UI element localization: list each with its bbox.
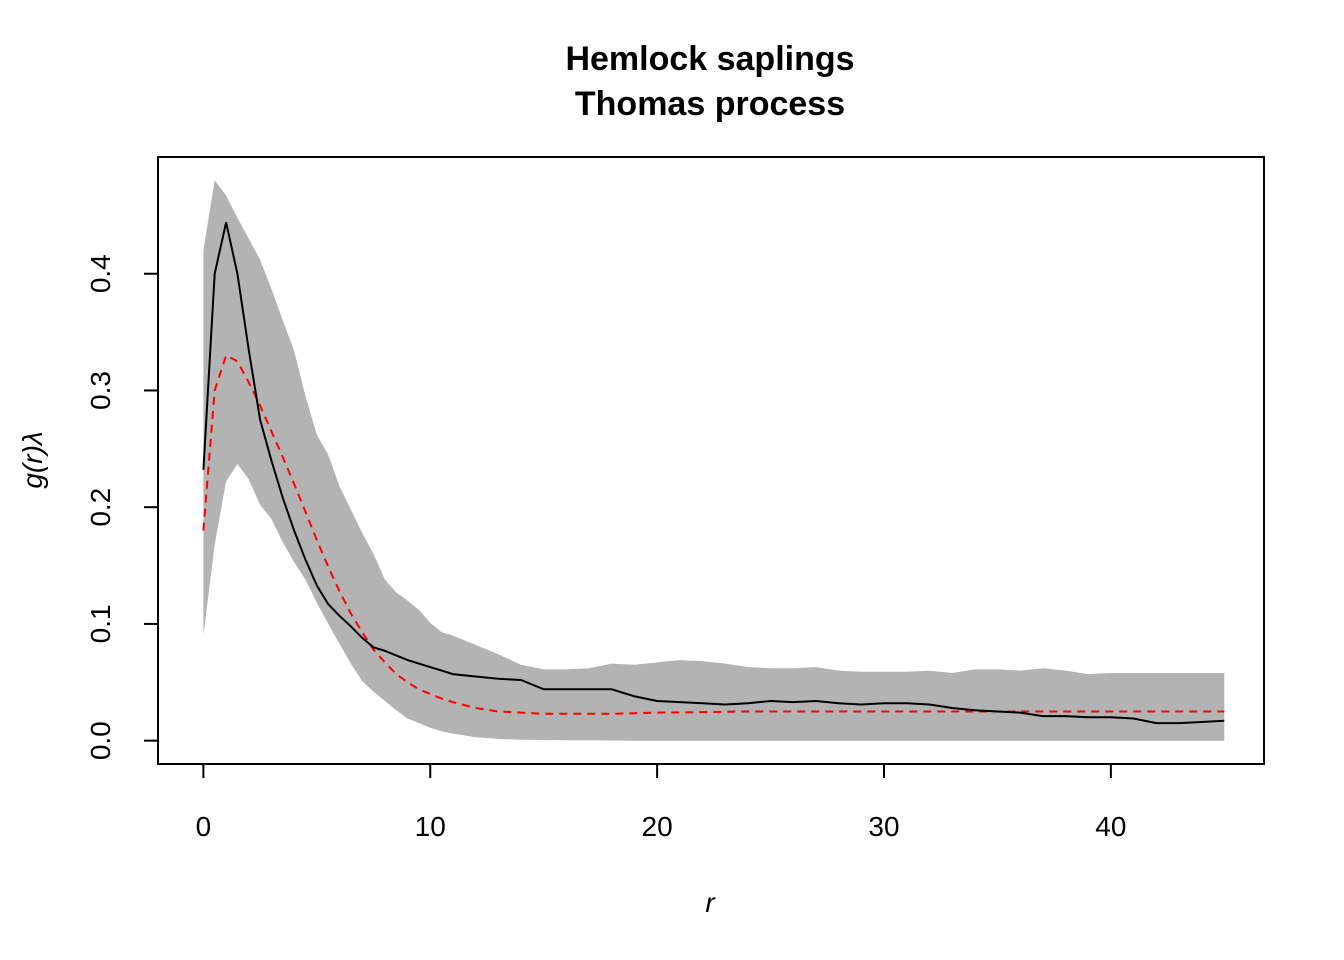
chart-title: Hemlock saplings <box>565 40 854 78</box>
lines-layer <box>202 222 1225 725</box>
chart-subtitle: Thomas process <box>575 85 845 123</box>
x-tick-label: 0 <box>196 811 212 842</box>
y-tick-label: 0.1 <box>85 604 116 643</box>
y-tick-label: 0.4 <box>85 254 116 293</box>
y-axis-label: g(r)λ <box>17 431 48 488</box>
x-tick-label: 30 <box>868 811 899 842</box>
x-tick-label: 10 <box>415 811 446 842</box>
envelope-layer <box>203 180 1225 741</box>
x-axis: 0 10 20 30 40 <box>196 763 1126 842</box>
y-tick-label: 0.0 <box>85 721 116 760</box>
x-axis-label: r <box>705 887 716 918</box>
y-axis: 0.0 0.1 0.2 0.3 0.4 <box>85 254 159 760</box>
envelope-band <box>203 180 1225 741</box>
y-tick-label: 0.3 <box>85 371 116 410</box>
x-tick-label: 20 <box>642 811 673 842</box>
observed-line <box>202 222 1225 725</box>
x-tick-label: 40 <box>1095 811 1126 842</box>
y-tick-label: 0.2 <box>85 488 116 527</box>
